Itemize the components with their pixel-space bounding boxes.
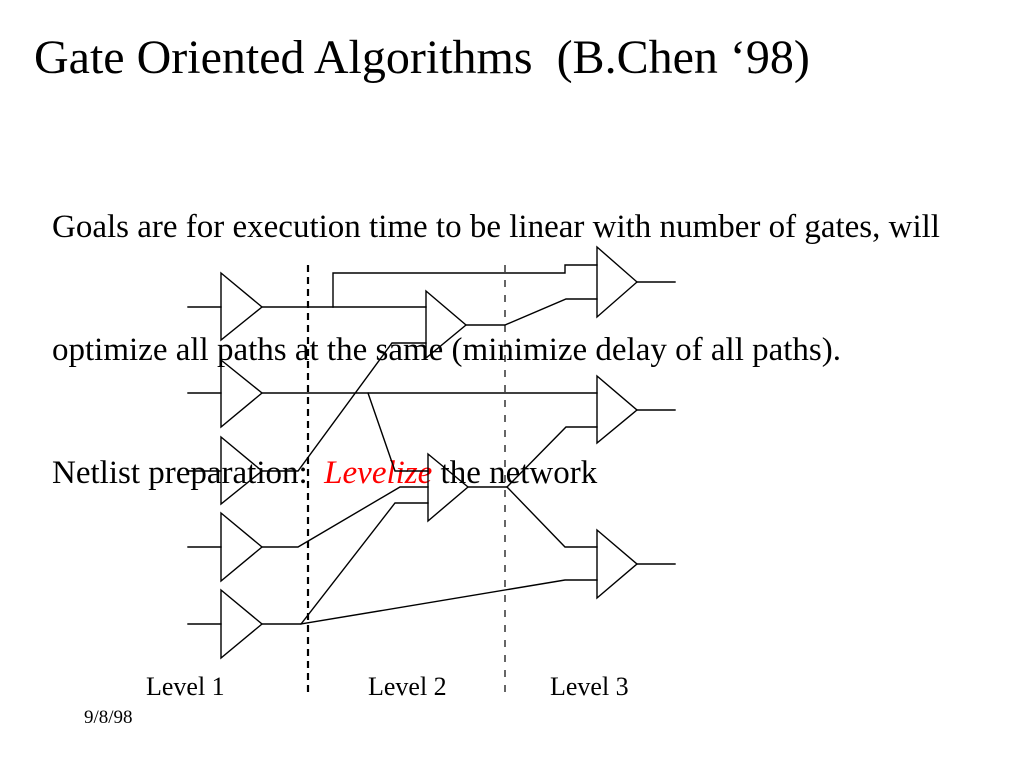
level-2-label: Level 2 <box>368 672 447 701</box>
body-line-3-suffix: the network <box>432 455 598 491</box>
level-separators <box>306 265 506 692</box>
slide-date: 9/8/98 <box>84 707 133 728</box>
buffer-gate-l3-3 <box>596 528 639 600</box>
buffer-gate-l3-2 <box>596 374 639 445</box>
buffer-gate-l1-2 <box>220 358 264 429</box>
buffer-gate-l1-1 <box>220 271 264 342</box>
level-3-label: Level 3 <box>550 672 629 701</box>
wire-e-to-l2y <box>261 502 429 625</box>
level-2-gates <box>425 289 470 523</box>
buffer-gate-l1-5 <box>220 588 264 660</box>
levelize-emphasis: Levelize <box>324 455 433 491</box>
level-1-gates <box>220 271 264 660</box>
level-1-label: Level 1 <box>146 672 225 701</box>
wire-e-to-l3r <box>300 579 598 625</box>
buffer-gate-l2-2 <box>427 452 470 523</box>
wire-c-to-l2x <box>261 342 427 472</box>
buffer-gate-l2-1 <box>425 289 468 360</box>
wire-l2x-to-l3p <box>465 298 598 326</box>
body-line-1: Goals are for execution time to be linea… <box>52 209 940 245</box>
buffer-gate-l1-4 <box>220 511 264 583</box>
buffer-gate-l3-1 <box>596 245 639 319</box>
buffer-gate-l1-3 <box>220 435 264 506</box>
wire-l2y-to-l3r <box>506 486 598 548</box>
wires <box>187 264 676 625</box>
wire-l2y-to-l3q <box>506 426 598 488</box>
slide-title: Gate Oriented Algorithms (B.Chen ‘98) <box>34 31 810 84</box>
body-line-3-prefix: Netlist preparation: <box>52 455 325 491</box>
level-3-gates <box>596 245 639 600</box>
slide-body: Goals are for execution time to be linea… <box>52 125 940 576</box>
wire-d-to-l2y <box>261 486 429 548</box>
wire-b-branch-to-l2y <box>367 392 429 472</box>
body-line-3: Netlist preparation: Levelize the networ… <box>52 453 940 494</box>
wire-a-branch-to-l3p <box>332 264 598 308</box>
